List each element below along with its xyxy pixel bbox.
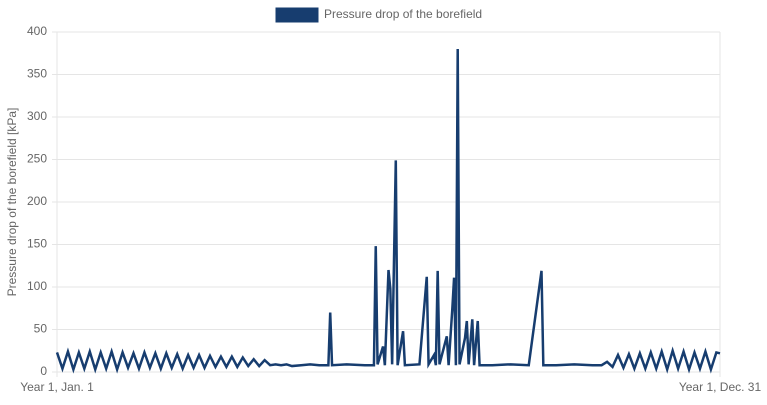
y-tick-label: 400 [27,24,47,38]
y-tick-label: 200 [27,194,47,208]
x-tick-label: Year 1, Dec. 31 [679,380,762,394]
y-axis-title: Pressure drop of the borefield [kPa] [5,108,19,297]
series-line [55,48,721,374]
legend-label[interactable]: Pressure drop of the borefield [324,7,482,21]
x-tick-label: Year 1, Jan. 1 [20,380,94,394]
legend-swatch[interactable] [275,7,319,23]
y-tick-label: 50 [34,322,48,336]
y-tick-label: 150 [27,237,47,251]
y-tick-label: 350 [27,67,47,81]
y-tick-label: 0 [40,364,47,378]
y-tick-label: 300 [27,109,47,123]
y-tick-label: 100 [27,279,47,293]
y-tick-label: 250 [27,152,47,166]
